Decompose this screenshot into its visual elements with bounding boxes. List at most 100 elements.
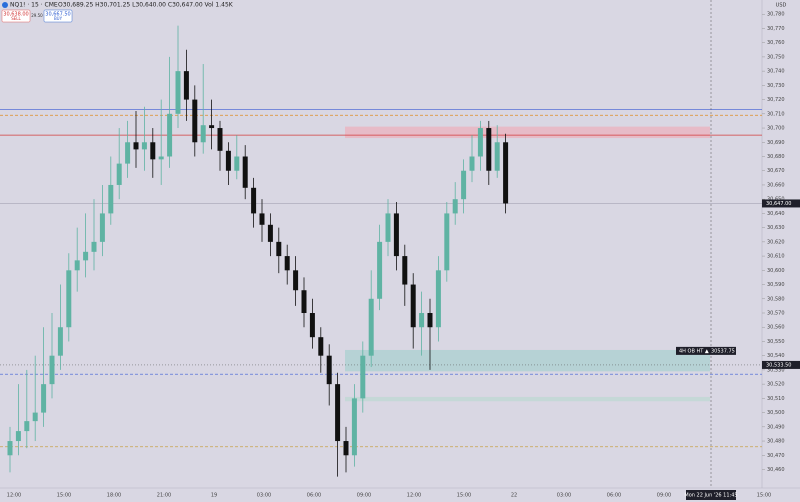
- buy-price: 30,667.50: [45, 12, 70, 18]
- sell-button[interactable]: [1, 9, 31, 23]
- y-tick-label: 30,690: [767, 140, 785, 146]
- x-tick-label: 22: [511, 493, 517, 499]
- candle-body: [192, 99, 198, 143]
- y-tick-label: 30,460: [767, 467, 785, 473]
- candle-body: [24, 421, 30, 432]
- y-tick-label: 30,780: [767, 12, 785, 18]
- candle-body: [125, 142, 131, 164]
- candle-body: [133, 142, 139, 150]
- candle-body: [343, 441, 349, 456]
- y-tick-label: 30,550: [767, 339, 785, 345]
- crosshair-date: Mon 22 Jun '26 11:45: [684, 493, 737, 499]
- y-tick-label: 30,530: [767, 367, 785, 373]
- candle-body: [49, 355, 55, 385]
- y-tick-label: 30,500: [767, 410, 785, 416]
- y-tick-label: 30,760: [767, 40, 785, 46]
- candle-body: [503, 142, 509, 204]
- candle-body: [225, 150, 231, 171]
- last-price-box: [762, 199, 800, 208]
- candle-body: [276, 241, 282, 257]
- candle-body: [259, 213, 265, 225]
- candle-body: [435, 270, 441, 328]
- candle-body: [116, 163, 122, 185]
- y-tick-label: 30,630: [767, 225, 785, 231]
- candle-body: [175, 71, 181, 114]
- x-tick-label: 06:00: [307, 493, 321, 499]
- marker-value: 30537.75: [711, 348, 735, 354]
- x-tick-label: 12:00: [407, 493, 421, 499]
- y-tick-label: 30,590: [767, 282, 785, 288]
- y-tick-label: 30,700: [767, 126, 785, 132]
- x-tick-label: 06:00: [607, 493, 621, 499]
- x-tick-label: 15:00: [57, 493, 71, 499]
- spread: 29.50: [31, 13, 43, 18]
- x-tick-label: 03:00: [557, 493, 571, 499]
- x-tick-label: 09:00: [657, 493, 671, 499]
- candle-body: [217, 128, 223, 151]
- y-tick-label: 30,570: [767, 311, 785, 317]
- candle-body: [108, 184, 114, 214]
- candle-body: [326, 355, 332, 385]
- candle-body: [410, 284, 416, 328]
- candle-body: [158, 156, 164, 160]
- buy-label: BUY: [54, 16, 63, 21]
- candle-body: [368, 298, 374, 356]
- sell-label: SELL: [11, 16, 21, 21]
- candle-body: [419, 313, 425, 328]
- candle-body: [209, 125, 215, 129]
- y-tick-label: 30,680: [767, 154, 785, 160]
- buy-button[interactable]: [43, 9, 73, 23]
- y-tick-label: 30,620: [767, 239, 785, 245]
- y-tick-label: 30,520: [767, 382, 785, 388]
- candle-body: [66, 270, 72, 328]
- candle-body: [32, 412, 38, 422]
- candle-body: [15, 431, 21, 442]
- candle-body: [444, 213, 450, 271]
- y-tick-label: 30,540: [767, 353, 785, 359]
- candle-body: [242, 156, 248, 188]
- y-tick-label: 30,750: [767, 54, 785, 60]
- crosshair-price-label: 30,533.50: [766, 362, 791, 368]
- x-tick-label: 03:00: [257, 493, 271, 499]
- symbol-icon: [2, 2, 8, 8]
- candle-body: [99, 213, 105, 242]
- y-tick-label: 30,510: [767, 396, 785, 402]
- candle-body: [251, 187, 257, 214]
- zone: [345, 349, 710, 372]
- candle-body: [200, 125, 206, 143]
- y-tick-label: 30,480: [767, 439, 785, 445]
- candle-body: [377, 241, 383, 299]
- y-tick-label: 30,720: [767, 97, 785, 103]
- candle-body: [301, 290, 307, 314]
- candle-body: [74, 260, 80, 271]
- candle-body: [234, 156, 240, 171]
- candle-body: [427, 313, 433, 328]
- y-tick-label: 30,740: [767, 69, 785, 75]
- plot: [0, 0, 762, 488]
- candle-body: [469, 156, 475, 171]
- x-tick-label: 09:00: [357, 493, 371, 499]
- y-tick-label: 30,580: [767, 296, 785, 302]
- x-tick-label: 15:00: [457, 493, 471, 499]
- candle-body: [41, 384, 47, 413]
- candle-body: [351, 398, 357, 456]
- candle-body: [494, 142, 500, 171]
- last-price-label: 30,647.00: [766, 201, 791, 207]
- symbol: NQ1! · 15 · CME: [10, 2, 58, 9]
- candle-body: [83, 251, 89, 261]
- candle-body: [393, 213, 399, 257]
- candle-body: [150, 142, 156, 160]
- candle-body: [486, 128, 492, 171]
- candle-body: [167, 113, 173, 157]
- candle-body: [7, 441, 13, 456]
- y-tick-label: 30,470: [767, 453, 785, 459]
- y-tick-label: 30,730: [767, 83, 785, 89]
- candle-body: [461, 170, 467, 200]
- candle-body: [91, 241, 97, 252]
- candle-body: [183, 71, 189, 100]
- y-tick-label: 30,710: [767, 111, 785, 117]
- zone: [345, 396, 710, 402]
- candle-body: [402, 256, 408, 285]
- y-tick-label: 30,600: [767, 268, 785, 274]
